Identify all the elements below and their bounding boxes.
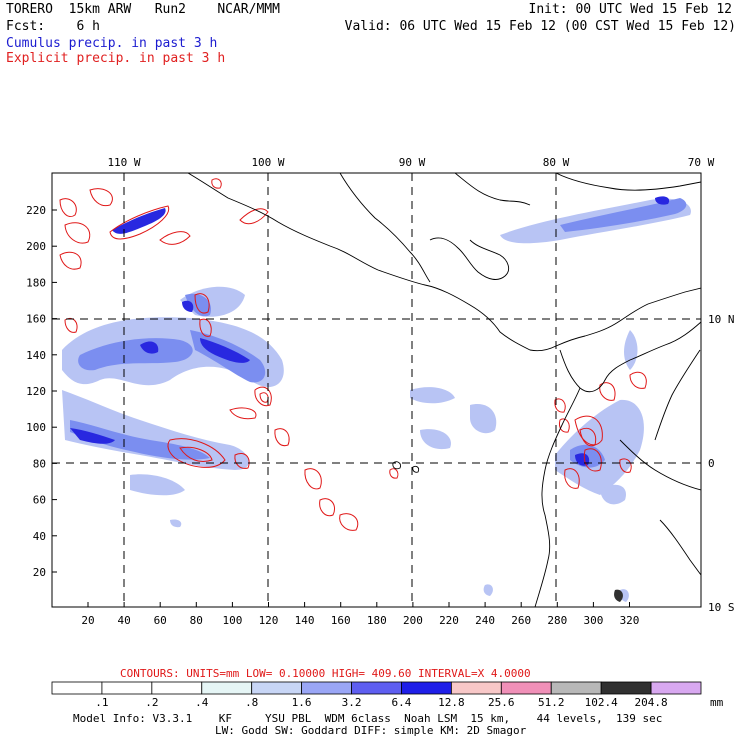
colorbar-level: .8	[245, 696, 258, 709]
colorbar-swatch	[500, 681, 552, 695]
colorbar-level: .2	[145, 696, 158, 709]
x-tick-label: 240	[475, 614, 495, 627]
latitude-label: 10 S	[708, 601, 735, 614]
colorbar-level: 6.4	[392, 696, 412, 709]
forecast-hour: Fcst: 6 h	[6, 19, 100, 34]
colorbar-swatch	[251, 681, 303, 695]
y-tick-label: 180	[26, 276, 46, 289]
colorbar-level: 25.6	[488, 696, 515, 709]
y-tick-label: 200	[26, 240, 46, 253]
latitude-labels: 10 N 0 10 S	[708, 313, 735, 614]
colorbar-swatch	[201, 681, 253, 695]
colorbar-level: 102.4	[585, 696, 618, 709]
y-tick-label: 220	[26, 204, 46, 217]
x-tick-label: 260	[511, 614, 531, 627]
latitude-label: 0	[708, 457, 715, 470]
longitude-label: 80 W	[543, 156, 570, 169]
x-tick-label: 60	[154, 614, 167, 627]
colorbar-swatch	[51, 681, 103, 695]
coastlines	[187, 173, 701, 607]
y-tick-label: 160	[26, 313, 46, 326]
y-tick-label: 140	[26, 349, 46, 362]
colorbar-level: 12.8	[438, 696, 465, 709]
colorbar-swatch	[550, 681, 602, 695]
colorbar-swatch	[101, 681, 153, 695]
y-tick-label: 120	[26, 385, 46, 398]
model-title: TORERO 15km ARW Run2 NCAR/MMM	[6, 2, 280, 17]
colorbar-swatch	[650, 681, 702, 695]
colorbar-level: .4	[195, 696, 209, 709]
x-tick-label: 80	[190, 614, 203, 627]
y-tick-label: 100	[26, 421, 46, 434]
longitude-label: 90 W	[399, 156, 426, 169]
contour-info: CONTOURS: UNITS=mm LOW= 0.10000 HIGH= 40…	[120, 667, 531, 680]
valid-time: Valid: 06 UTC Wed 15 Feb 12 (00 CST Wed …	[344, 19, 736, 34]
colorbar-level: 3.2	[342, 696, 362, 709]
longitude-labels: 110 W 100 W 90 W 80 W 70 W	[107, 156, 714, 169]
x-tick-label: 120	[259, 614, 279, 627]
x-tick-label: 280	[547, 614, 567, 627]
longitude-label: 70 W	[688, 156, 715, 169]
x-tick-label: 100	[222, 614, 242, 627]
colorbar-swatch	[301, 681, 352, 695]
y-tick-label: 20	[33, 566, 46, 579]
cumulus-legend-label: Cumulus precip. in past 3 h	[6, 36, 218, 51]
latitude-label: 10 N	[708, 313, 735, 326]
colorbar: .1 .2 .4 .8 1.6 3.2 6.4 12.8 25.6 51.2 102.4 204.8	[51, 681, 702, 709]
colorbar-level: 204.8	[635, 696, 668, 709]
x-tick-label: 160	[331, 614, 351, 627]
colorbar-swatch	[401, 681, 452, 695]
colorbar-level: .1	[95, 696, 108, 709]
y-tick-label: 40	[33, 530, 46, 543]
longitude-label: 110 W	[107, 156, 140, 169]
y-tick-label: 80	[33, 457, 46, 470]
colorbar-level: 1.6	[292, 696, 312, 709]
x-tick-label: 220	[439, 614, 459, 627]
colorbar-unit: mm	[710, 696, 724, 709]
x-tick-label: 140	[295, 614, 315, 627]
x-tick-label: 300	[583, 614, 603, 627]
x-axis: 20 40 60 80 100 120 140 160 180 200 220 240 260 280 30…	[81, 602, 639, 627]
colorbar-swatch	[600, 681, 652, 695]
x-tick-label: 20	[81, 614, 94, 627]
colorbar-swatch	[351, 681, 402, 695]
colorbar-level: 51.2	[538, 696, 565, 709]
x-tick-label: 200	[403, 614, 423, 627]
x-tick-label: 40	[117, 614, 130, 627]
explicit-precip-contours	[59, 178, 647, 531]
explicit-legend-label: Explicit precip. in past 3 h	[6, 51, 226, 66]
colorbar-swatch	[450, 681, 502, 695]
x-tick-label: 180	[367, 614, 387, 627]
y-axis: 20 40 60 80 100 120 140 160 180 200 220	[26, 204, 57, 579]
longitude-label: 100 W	[251, 156, 284, 169]
colorbar-swatch	[151, 681, 203, 695]
graticule	[52, 173, 701, 607]
map-background	[52, 173, 701, 607]
init-time: Init: 00 UTC Wed 15 Feb 12	[528, 2, 733, 17]
x-tick-label: 320	[620, 614, 640, 627]
y-tick-label: 60	[33, 494, 46, 507]
model-info-line1: Model Info: V3.3.1 KF YSU PBL WDM 6class…	[73, 712, 663, 725]
model-info-line2: LW: Godd SW: Goddard DIFF: simple KM: 2D…	[215, 724, 527, 737]
